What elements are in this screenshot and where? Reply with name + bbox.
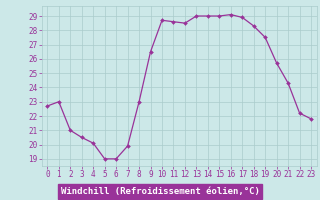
Text: Windchill (Refroidissement éolien,°C): Windchill (Refroidissement éolien,°C) xyxy=(60,187,260,196)
